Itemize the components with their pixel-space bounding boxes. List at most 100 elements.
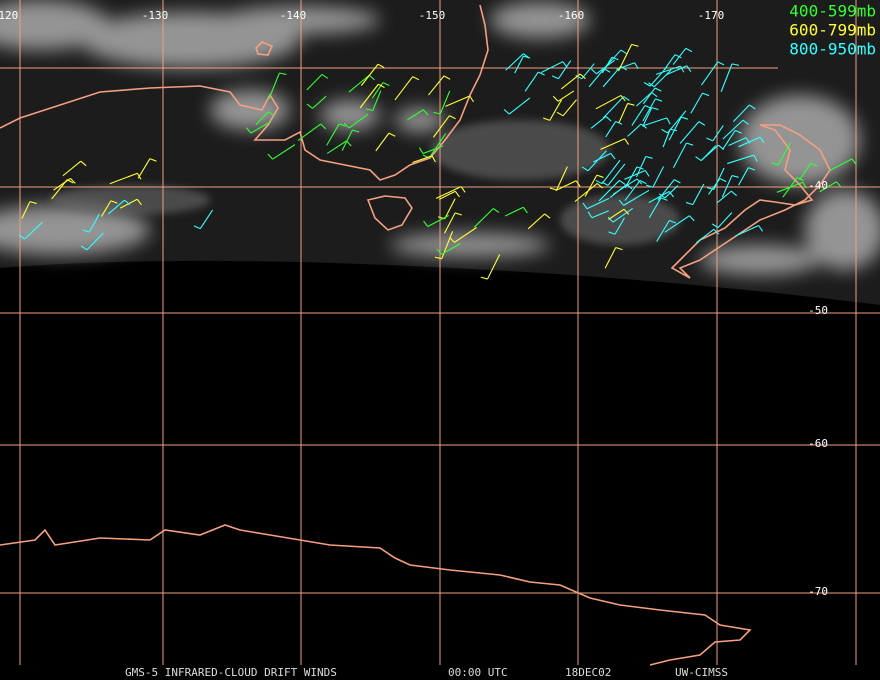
wind-barb — [427, 214, 449, 228]
wind-barb — [679, 121, 700, 144]
barb-flag — [338, 123, 346, 127]
wind-barb — [348, 113, 369, 129]
wind-barb — [574, 182, 598, 203]
barb-flag — [267, 153, 273, 160]
barb-flag — [454, 212, 462, 216]
wind-barb — [652, 166, 665, 188]
wind-barb — [375, 132, 390, 152]
wind-barb — [348, 74, 370, 93]
barb-flag — [674, 54, 682, 59]
barb-flag — [321, 73, 329, 79]
barb-flag — [590, 68, 597, 75]
wind-barb — [664, 185, 679, 199]
barb-flag — [749, 104, 756, 110]
wind-barb — [701, 144, 719, 161]
barb-flag — [538, 71, 545, 76]
barb-flag — [608, 231, 616, 235]
wind-barb — [524, 71, 539, 92]
barb-flag — [607, 216, 614, 223]
barb-flag — [306, 103, 313, 109]
wind-barb — [24, 221, 43, 240]
barb-flag — [713, 228, 720, 235]
barb-flag — [639, 179, 647, 185]
barb-flag — [582, 202, 588, 210]
barb-flag — [698, 121, 706, 126]
wind-barb — [819, 181, 837, 193]
antarctica-coast — [0, 524, 752, 666]
wind-barb — [586, 197, 610, 210]
wind-barb — [642, 117, 668, 127]
wind-barb — [608, 208, 625, 220]
wind-barb — [422, 145, 444, 155]
wind-barb — [618, 44, 633, 72]
barb-flag — [661, 128, 668, 134]
wind-barb — [51, 179, 68, 200]
wind-barb — [600, 138, 625, 150]
barb-flag — [549, 187, 557, 191]
wind-barb — [609, 183, 628, 198]
wind-barb — [557, 90, 575, 102]
legend-entry: 400-599mb — [789, 2, 876, 21]
wind-barb — [692, 183, 705, 205]
wind-barb — [439, 90, 451, 115]
wind-barb — [555, 180, 577, 192]
barb-flag — [620, 95, 626, 102]
wind-barb — [441, 231, 454, 259]
wind-barb — [713, 167, 725, 190]
wind-barb — [662, 129, 671, 148]
barb-flag — [702, 92, 710, 97]
barb-flag — [730, 190, 738, 197]
barb-flag — [436, 248, 442, 255]
barb-flag — [669, 128, 678, 132]
footer-text: 18DEC02 — [565, 666, 611, 679]
wind-barb — [341, 129, 353, 151]
barb-flag — [422, 109, 429, 116]
wind-barb — [777, 142, 791, 166]
wind-barb — [656, 220, 670, 242]
barb-flag — [80, 160, 87, 167]
wind-barb — [720, 63, 733, 92]
wind-barb — [642, 98, 656, 122]
wind-barb — [560, 73, 581, 90]
barb-flag — [623, 208, 630, 215]
barb-flag — [810, 162, 818, 167]
barb-flag — [748, 167, 756, 171]
barb-flag — [460, 186, 466, 193]
wind-barb — [255, 111, 269, 126]
barb-flag — [69, 178, 76, 184]
barb-flag — [655, 98, 663, 102]
wind-barb — [664, 215, 690, 233]
wind-barb — [558, 60, 572, 80]
barb-flag — [623, 96, 630, 101]
wind-barb — [717, 212, 733, 229]
barb-flag — [615, 247, 623, 251]
wind-barb — [696, 228, 715, 244]
tasmania-coast — [366, 195, 413, 231]
barb-flag — [136, 172, 142, 180]
barb-flag — [686, 142, 694, 146]
wind-barb — [595, 94, 622, 110]
barb-flag — [551, 75, 559, 80]
barb-flag — [695, 156, 702, 162]
barb-flag — [619, 179, 626, 185]
barb-flag — [124, 199, 131, 206]
wind-barb — [527, 213, 545, 230]
wind-barb — [607, 163, 626, 186]
barb-flag — [605, 116, 612, 122]
barb-flag — [268, 111, 275, 117]
barb-flag — [552, 95, 559, 102]
wind-barb — [605, 121, 617, 138]
longitude-label: -150 — [419, 9, 446, 22]
wind-barb — [738, 167, 749, 186]
wind-barb — [642, 87, 656, 105]
barb-flag — [648, 82, 655, 88]
barb-flag — [674, 179, 681, 184]
barb-flag — [368, 74, 375, 81]
wind-barb — [721, 175, 733, 198]
barb-flag — [418, 147, 424, 154]
wind-barb — [631, 105, 646, 126]
barb-flag — [666, 117, 671, 125]
wind-barb — [648, 197, 662, 219]
wind-barb — [441, 243, 461, 255]
wind-barb — [587, 150, 607, 172]
